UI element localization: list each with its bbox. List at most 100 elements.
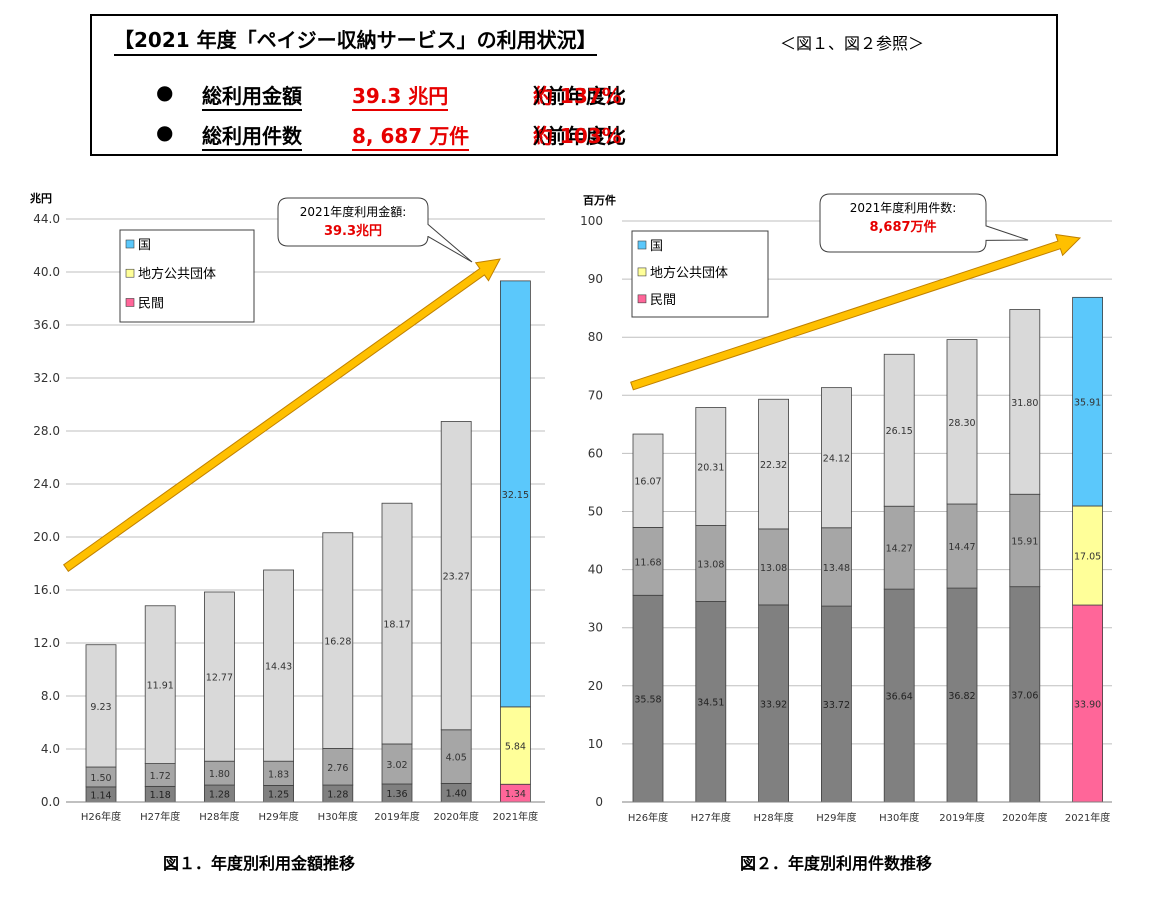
data-label: 13.08 (760, 563, 787, 574)
data-label: 33.72 (823, 700, 850, 711)
y-tick-label: 60 (588, 446, 603, 460)
figure2-caption: 図２．年度別利用件数推移 (740, 854, 933, 873)
y-unit-label: 百万件 (583, 193, 616, 207)
summary-compare: （前年度比 約 103%） (526, 120, 626, 148)
legend-label: 民間 (650, 293, 676, 308)
legend-label: 国 (650, 239, 663, 254)
bar-segment (381, 502, 413, 745)
bar-segment (632, 433, 664, 528)
x-tick-label: H26年度 (81, 810, 121, 823)
summary-value: 8, 687 万件 (352, 120, 470, 151)
summary-box: 【2021 年度「ペイジー収納サービス」の利用状況】 ＜図１、図２参照＞ ● 総… (90, 14, 1058, 156)
bar-segment (821, 387, 852, 529)
data-label: 13.48 (823, 563, 850, 574)
data-label: 1.14 (90, 790, 111, 801)
data-label: 16.07 (634, 477, 661, 488)
compare-prefix: （前年度比 (526, 84, 626, 108)
bar-segment (758, 528, 789, 606)
x-tick-label: H27年度 (140, 810, 180, 823)
data-label: 2.76 (327, 763, 348, 774)
legend-label: 国 (138, 238, 151, 253)
bar-segment (946, 587, 978, 803)
data-label: 35.58 (634, 695, 661, 706)
bar-segment (263, 569, 295, 762)
bar-segment (758, 398, 789, 530)
data-label: 4.05 (446, 753, 467, 764)
y-tick-label: 4.0 (41, 742, 60, 756)
legend-swatch (125, 268, 135, 278)
bar-segment (821, 605, 852, 803)
bar-segment (1009, 493, 1041, 588)
data-label: 26.15 (886, 426, 913, 437)
bar-segment (695, 407, 727, 526)
bar-segment (440, 421, 472, 731)
bar-segment (322, 532, 354, 749)
legend-box (631, 230, 769, 318)
y-tick-label: 36.0 (33, 318, 60, 332)
y-tick-label: 50 (588, 505, 603, 519)
data-label: 1.28 (327, 790, 348, 801)
y-tick-label: 44.0 (33, 212, 60, 226)
data-label: 23.27 (443, 572, 470, 583)
y-tick-label: 40 (588, 563, 603, 577)
data-label: 1.36 (386, 789, 407, 800)
legend-swatch (125, 239, 135, 249)
data-label: 14.47 (948, 542, 975, 553)
x-tick-label: 2020年度 (433, 810, 478, 823)
data-label: 9.23 (90, 702, 111, 713)
compare-suffix: ） (532, 124, 553, 148)
growth-arrow-icon (63, 258, 501, 573)
x-tick-label: 2019年度 (374, 810, 419, 823)
growth-arrow-icon (630, 233, 1082, 391)
data-label: 1.18 (150, 790, 171, 801)
x-tick-label: H30年度 (318, 810, 358, 823)
bar-segment (946, 339, 978, 505)
data-label: 36.82 (948, 691, 975, 702)
bar-segment (499, 280, 531, 708)
y-tick-label: 10 (588, 737, 603, 751)
legend-swatch (637, 294, 647, 304)
data-label: 35.91 (1074, 398, 1101, 409)
bar-segment (632, 594, 664, 803)
data-label: 1.40 (446, 789, 467, 800)
data-label: 33.92 (760, 699, 787, 710)
data-label: 34.51 (697, 698, 724, 709)
x-tick-label: H29年度 (258, 810, 298, 823)
summary-title: 【2021 年度「ペイジー収納サービス」の利用状況】 (114, 24, 597, 56)
data-label: 5.84 (505, 742, 526, 753)
bullet-icon: ● (156, 120, 174, 144)
data-label: 20.31 (697, 463, 724, 474)
data-label: 18.17 (383, 620, 410, 631)
data-label: 36.64 (886, 692, 913, 703)
y-tick-label: 32.0 (33, 371, 60, 385)
y-tick-label: 0.0 (41, 795, 60, 809)
data-label: 16.28 (324, 637, 351, 648)
bullet-icon: ● (156, 80, 174, 104)
summary-value: 39.3 兆円 (352, 80, 449, 111)
callout-line1: 2021年度利用件数: (850, 200, 957, 215)
data-label: 13.08 (697, 559, 724, 570)
callout-bubble (277, 197, 473, 263)
bar-segment (883, 353, 915, 507)
bar-segment (1009, 309, 1041, 495)
bar-segment (695, 525, 727, 602)
data-label: 28.30 (948, 418, 975, 429)
bar-segment (263, 760, 295, 786)
data-label: 31.80 (1011, 398, 1038, 409)
x-tick-label: H27年度 (691, 811, 731, 824)
data-label: 11.91 (147, 681, 174, 692)
compare-suffix: ） (532, 84, 553, 108)
data-label: 1.80 (209, 769, 230, 780)
x-tick-label: H30年度 (879, 811, 919, 824)
summary-label: 総利用件数 (202, 120, 302, 151)
x-tick-label: H28年度 (753, 811, 793, 824)
callout-bubble (819, 193, 1029, 253)
callout-line2: 39.3兆円 (324, 223, 382, 239)
summary-reference: ＜図１、図２参照＞ (780, 34, 925, 53)
x-tick-label: 2019年度 (939, 811, 984, 824)
x-tick-label: 2021年度 (1065, 811, 1110, 824)
data-label: 17.05 (1074, 552, 1101, 563)
bar-segment (821, 527, 852, 607)
data-label: 14.43 (265, 662, 292, 673)
